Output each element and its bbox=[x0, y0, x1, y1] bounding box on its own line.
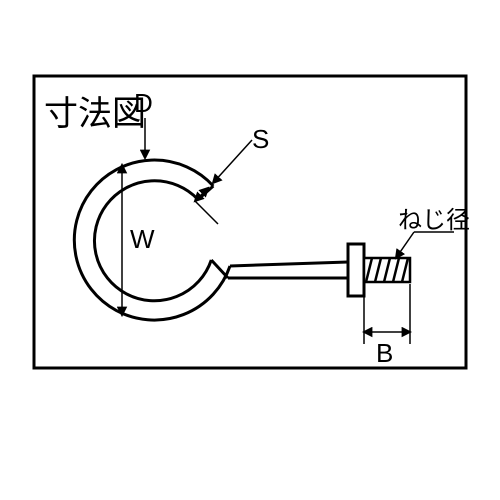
label-B: B bbox=[376, 338, 393, 369]
dim-B bbox=[364, 284, 410, 344]
label-D: D bbox=[134, 88, 153, 119]
diagram-canvas: 寸法図 D S W B ねじ径 bbox=[0, 0, 500, 500]
label-thread: ねじ径 bbox=[398, 200, 470, 235]
washer bbox=[348, 244, 364, 296]
diagram-svg bbox=[0, 0, 500, 500]
hook bbox=[74, 160, 348, 320]
thread bbox=[364, 258, 410, 282]
dim-thread-leader bbox=[396, 232, 454, 258]
diagram-title: 寸法図 bbox=[44, 86, 146, 135]
label-S: S bbox=[252, 124, 269, 155]
label-W: W bbox=[130, 224, 155, 255]
dim-S bbox=[195, 140, 252, 224]
